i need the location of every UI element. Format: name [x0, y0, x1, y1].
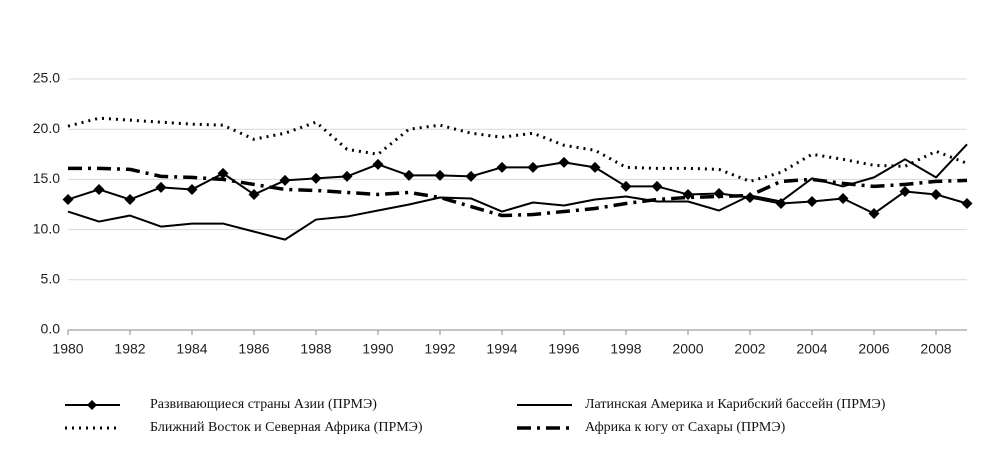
y-tick-label: 0.0 [41, 321, 61, 337]
x-tick-label: 2006 [858, 341, 889, 357]
y-tick-label: 15.0 [33, 170, 60, 186]
x-tick-label: 1982 [114, 341, 145, 357]
x-tick-label: 1988 [300, 341, 331, 357]
y-tick-label: 10.0 [33, 220, 60, 236]
marker [837, 192, 849, 204]
marker [496, 161, 508, 173]
marker [961, 197, 973, 209]
marker [651, 180, 663, 192]
marker [186, 183, 198, 195]
x-tick-label: 1986 [238, 341, 269, 357]
marker [589, 161, 601, 173]
x-tick-label: 1980 [52, 341, 83, 357]
marker [465, 170, 477, 182]
x-tick-label: 1996 [548, 341, 579, 357]
marker [62, 193, 74, 205]
x-tick-label: 2000 [672, 341, 703, 357]
series-line [67, 116, 968, 183]
marker [341, 170, 353, 182]
marker [155, 181, 167, 193]
marker [527, 161, 539, 173]
marker [806, 195, 818, 207]
legend-label: Ближний Восток и Северная Африка (ПРМЭ) [150, 420, 423, 435]
x-tick-label: 1990 [362, 341, 393, 357]
marker [930, 188, 942, 200]
series-line [68, 166, 968, 218]
marker [403, 169, 415, 181]
legend-marker [87, 400, 97, 410]
y-tick-label: 20.0 [33, 120, 60, 136]
marker [558, 156, 570, 168]
marker [93, 183, 105, 195]
legend-label: Африка к югу от Сахары (ПРМЭ) [585, 420, 786, 435]
x-tick-label: 1992 [424, 341, 455, 357]
x-tick-label: 2002 [734, 341, 765, 357]
marker [868, 208, 880, 220]
y-tick-label: 5.0 [41, 271, 61, 287]
x-tick-label: 2004 [796, 341, 827, 357]
marker [682, 188, 694, 200]
marker [248, 188, 260, 200]
marker [744, 191, 756, 203]
marker [310, 172, 322, 184]
y-tick-label: 25.0 [33, 70, 60, 86]
legend-label: Развивающиеся страны Азии (ПРМЭ) [150, 397, 377, 412]
series-line [67, 143, 968, 241]
marker [124, 193, 136, 205]
x-tick-label: 1998 [610, 341, 641, 357]
marker [899, 185, 911, 197]
x-tick-label: 1984 [176, 341, 207, 357]
series-line [67, 161, 968, 215]
x-tick-label: 2008 [920, 341, 951, 357]
marker [279, 174, 291, 186]
marker [217, 167, 229, 179]
marker [434, 169, 446, 181]
legend-label: Латинская Америка и Карибский бассейн (П… [585, 397, 886, 412]
marker [620, 180, 632, 192]
marker [372, 158, 384, 170]
x-tick-label: 1994 [486, 341, 517, 357]
